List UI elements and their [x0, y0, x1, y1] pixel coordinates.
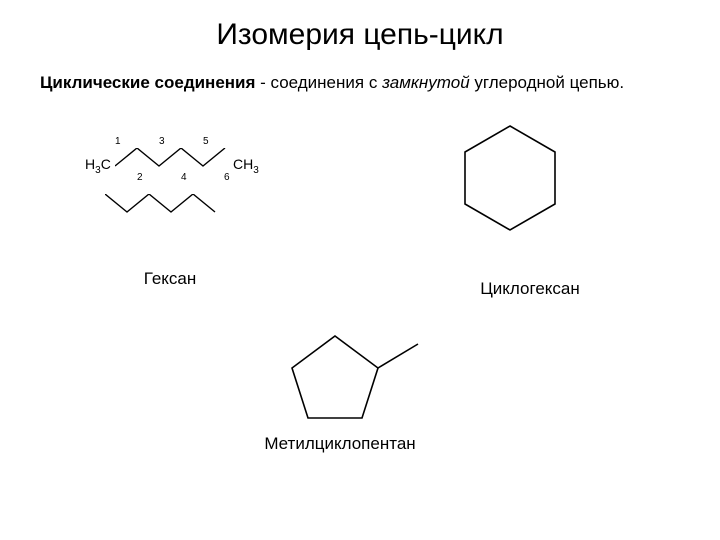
hexane-num-6: 6	[224, 172, 230, 183]
hexane-zigzag-bottom	[105, 194, 225, 218]
def-italic: замкнутой	[382, 73, 470, 92]
hexane-num-2: 2	[137, 172, 143, 183]
hexane-num-1: 1	[115, 136, 121, 147]
cyclohexane-structure	[460, 124, 560, 239]
def-rest: углеродной цепью.	[470, 73, 624, 92]
hexane-zigzag-top	[115, 148, 235, 172]
diagram-area: H3C CH3 1 2 3 4 5 6 Гексан Циклогексан М…	[0, 94, 720, 494]
def-term: Циклические соединения	[40, 73, 255, 92]
methylcyclopentane-caption: Метилциклопентан	[240, 434, 440, 454]
cyclohexane-svg	[460, 124, 560, 234]
def-mid: - соединения с	[255, 73, 382, 92]
hexane-num-3: 3	[159, 136, 165, 147]
hexane-num-5: 5	[203, 136, 209, 147]
hexane-left-label: H3C	[85, 156, 111, 176]
cyclohexane-caption: Циклогексан	[450, 279, 610, 299]
hexane-structure: H3C CH3 1 2 3 4 5 6	[85, 134, 285, 254]
methylcyclopentane-svg	[290, 334, 425, 424]
hexane-num-4: 4	[181, 172, 187, 183]
definition-text: Циклические соединения - соединения с за…	[0, 52, 720, 94]
page-title: Изомерия цепь-цикл	[0, 0, 720, 52]
hexane-right-label: CH3	[233, 156, 259, 176]
hexane-caption: Гексан	[120, 269, 220, 289]
methylcyclopentane-structure	[290, 334, 425, 429]
